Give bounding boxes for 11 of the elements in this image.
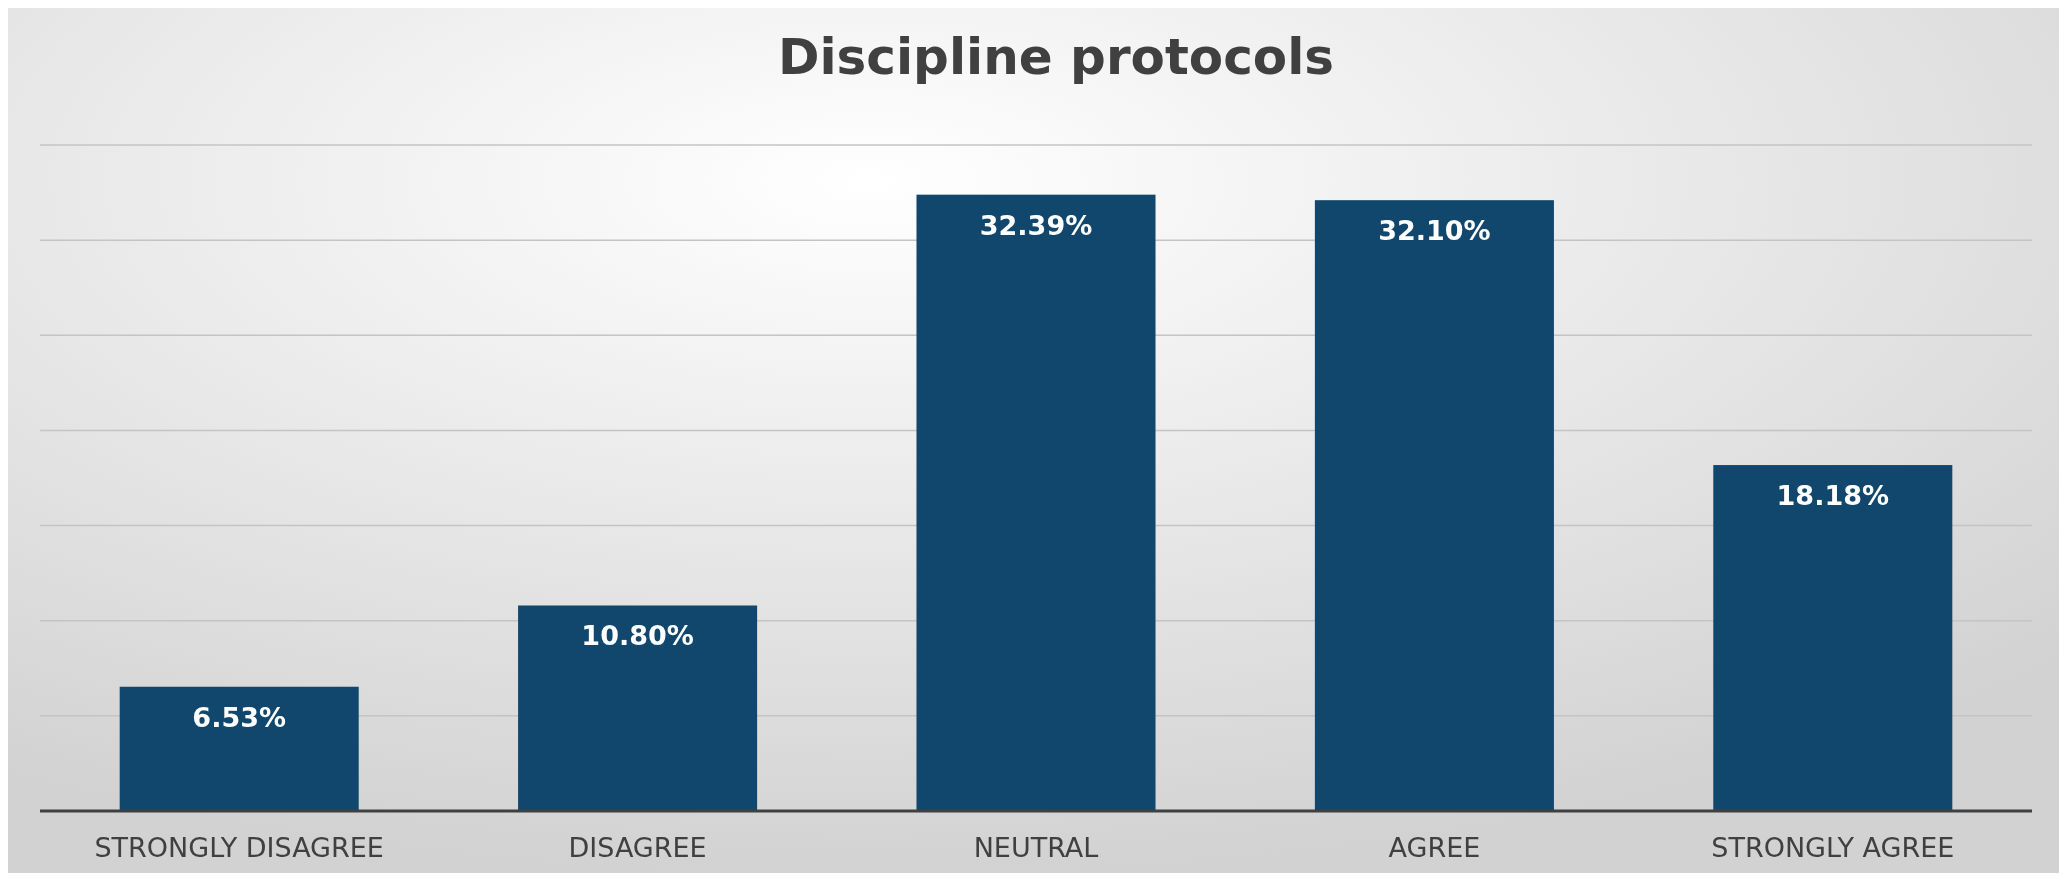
x-tick-label: STRONGLY AGREE — [1711, 832, 1955, 863]
x-tick-label: DISAGREE — [568, 832, 707, 863]
chart-title: Discipline protocols — [777, 28, 1335, 86]
x-tick-label: NEUTRAL — [973, 832, 1099, 863]
data-label: 6.53% — [192, 701, 287, 733]
data-label: 32.10% — [1378, 215, 1491, 247]
data-label: 32.39% — [979, 209, 1093, 241]
x-tick-label: AGREE — [1388, 832, 1481, 863]
x-tick-label: STRONGLY DISAGREE — [94, 832, 384, 863]
data-label: 10.80% — [581, 620, 694, 652]
data-label: 18.18% — [1776, 480, 1890, 512]
